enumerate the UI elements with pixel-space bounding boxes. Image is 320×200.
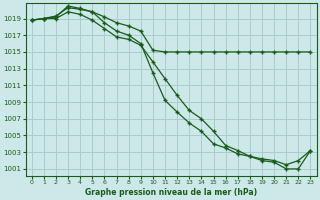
X-axis label: Graphe pression niveau de la mer (hPa): Graphe pression niveau de la mer (hPa) [85,188,257,197]
